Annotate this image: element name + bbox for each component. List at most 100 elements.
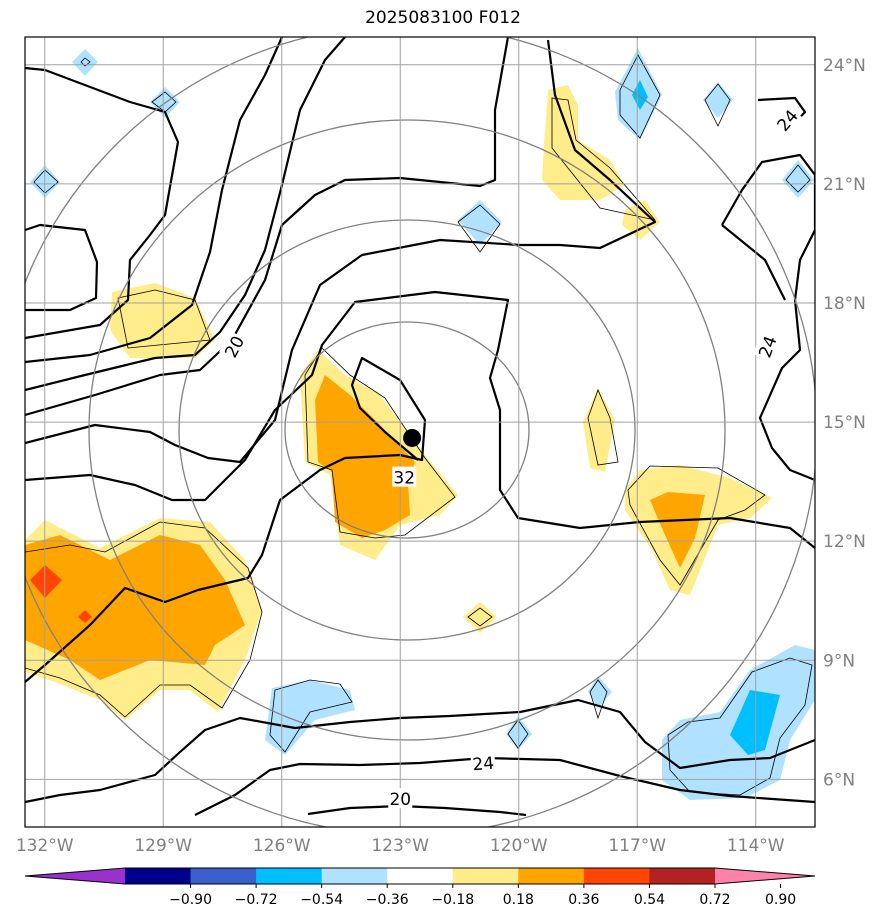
- shading-light-yellow: [110, 283, 215, 358]
- colorbar-tick-label: 0.90: [765, 892, 796, 908]
- colorbar-segment: [387, 868, 454, 884]
- contour-label-background: [753, 331, 781, 362]
- shading-light-blue: [72, 49, 98, 76]
- shading-light-blue: [782, 160, 814, 198]
- storm-center-marker: [403, 428, 422, 447]
- colorbar-tick-label: −0.54: [300, 892, 343, 908]
- thin-contour: [117, 289, 211, 349]
- colorbar-segment: [190, 868, 257, 884]
- thick-contour: [307, 804, 527, 817]
- shading-red-orange: [78, 610, 92, 623]
- thick-contour: [25, 37, 346, 392]
- thin-contour: [507, 719, 529, 749]
- contour-label: 32: [393, 469, 415, 489]
- colorbar-extend-low: [25, 868, 125, 884]
- contour-label-background: [470, 751, 496, 774]
- gridlines: [25, 37, 815, 827]
- lat-tick-label: 9°N: [823, 651, 855, 671]
- axis-ticks: 132°W 129°W 126°W 123°W 120°W 117°W 114°W 6°N 9°…: [16, 56, 866, 856]
- lon-tick-label: 129°W: [134, 836, 192, 856]
- colorbar-tick-label: 0.36: [568, 892, 599, 908]
- shading-light-blue: [588, 676, 612, 708]
- thick-contour: [25, 356, 427, 683]
- contour-label-group: 24: [470, 751, 496, 775]
- lat-tick-label: 24°N: [823, 56, 866, 76]
- colorbar-segment: [649, 868, 716, 884]
- thin-contour: [587, 388, 619, 466]
- thin-contour: [151, 91, 177, 113]
- colorbar-tick-label: 0.54: [634, 892, 665, 908]
- map-frame: [24, 36, 816, 828]
- thick-contour: [721, 224, 786, 301]
- lat-tick-label: 12°N: [823, 532, 866, 552]
- contour-label-background: [392, 466, 417, 487]
- colorbar-segment: [256, 868, 323, 884]
- contour-label: 24: [472, 754, 495, 776]
- colorbar-segment: [583, 868, 650, 884]
- thin-contour: [304, 347, 456, 539]
- thick-contour: [25, 223, 99, 312]
- range-ring: [178, 219, 636, 641]
- thick-contour: [25, 37, 284, 364]
- colorbar-tick-label: −0.72: [235, 892, 278, 908]
- thick-contour: [25, 66, 180, 340]
- thin-contour: [589, 679, 608, 720]
- thin-contour: [627, 465, 766, 586]
- lat-tick-label: 21°N: [823, 175, 866, 195]
- shading-deep-sky-blue: [632, 80, 648, 110]
- shaded-anomaly-field: [25, 48, 815, 800]
- lon-tick-label: 123°W: [371, 836, 429, 856]
- lat-tick-label: 6°N: [823, 770, 855, 790]
- shading-light-yellow: [463, 602, 497, 633]
- shading-orange: [25, 535, 245, 680]
- colorbar-tick-label: 0.18: [503, 892, 534, 908]
- contour-label-group: 24: [753, 331, 782, 362]
- lon-tick-label: 132°W: [16, 836, 74, 856]
- colorbar-segment: [518, 868, 585, 884]
- contour-label-group: 32: [392, 466, 417, 489]
- range-ring: [284, 321, 530, 539]
- shading-light-blue: [458, 200, 502, 245]
- lon-tick-label: 120°W: [490, 836, 548, 856]
- range-rings: [25, 37, 815, 827]
- contour-label-background: [771, 104, 802, 136]
- colorbar-outline: [24, 867, 816, 885]
- colorbar-tick-label: −0.36: [366, 892, 409, 908]
- thin-contour: [704, 83, 731, 127]
- thin-contour: [467, 607, 493, 627]
- chart-title: 2025083100 F012: [365, 8, 521, 28]
- contour-label: 20: [389, 790, 411, 810]
- shading-red-orange: [30, 565, 62, 598]
- colorbar-segment: [125, 868, 192, 884]
- thick-contours: [25, 37, 815, 817]
- lon-tick-label: 114°W: [727, 836, 785, 856]
- colorbar-tick-label: −0.18: [431, 892, 474, 908]
- colorbar-tick-label: 0.72: [699, 892, 730, 908]
- shading-deep-sky-blue: [730, 690, 780, 755]
- range-ring: [88, 119, 726, 741]
- contour-label-background: [219, 330, 248, 362]
- map-background: [25, 37, 815, 827]
- colorbar: −0.90 −0.72 −0.54 −0.36 −0.18 0.18 0.36 0.54 0.7…: [24, 867, 816, 908]
- shading-orange: [650, 492, 705, 568]
- colorbar-extend-high: [715, 868, 815, 884]
- colorbar-tick-label: −0.90: [169, 892, 212, 908]
- thin-contour: [269, 679, 353, 753]
- lat-tick-label: 18°N: [823, 294, 866, 314]
- thick-contour: [25, 37, 510, 417]
- lon-tick-label: 126°W: [253, 836, 311, 856]
- thin-contour: [619, 54, 661, 139]
- thick-contour: [194, 756, 815, 816]
- shading-light-blue: [265, 680, 355, 755]
- contour-label-background: [388, 788, 413, 809]
- thin-contour: [785, 164, 811, 193]
- thick-contour: [25, 39, 657, 464]
- contour-label-group: 20: [388, 788, 413, 810]
- lon-tick-label: 117°W: [608, 836, 666, 856]
- colorbar-segment: [321, 868, 388, 884]
- lat-tick-label: 15°N: [823, 413, 866, 433]
- thin-contour: [33, 169, 59, 194]
- thick-contour: [721, 153, 815, 482]
